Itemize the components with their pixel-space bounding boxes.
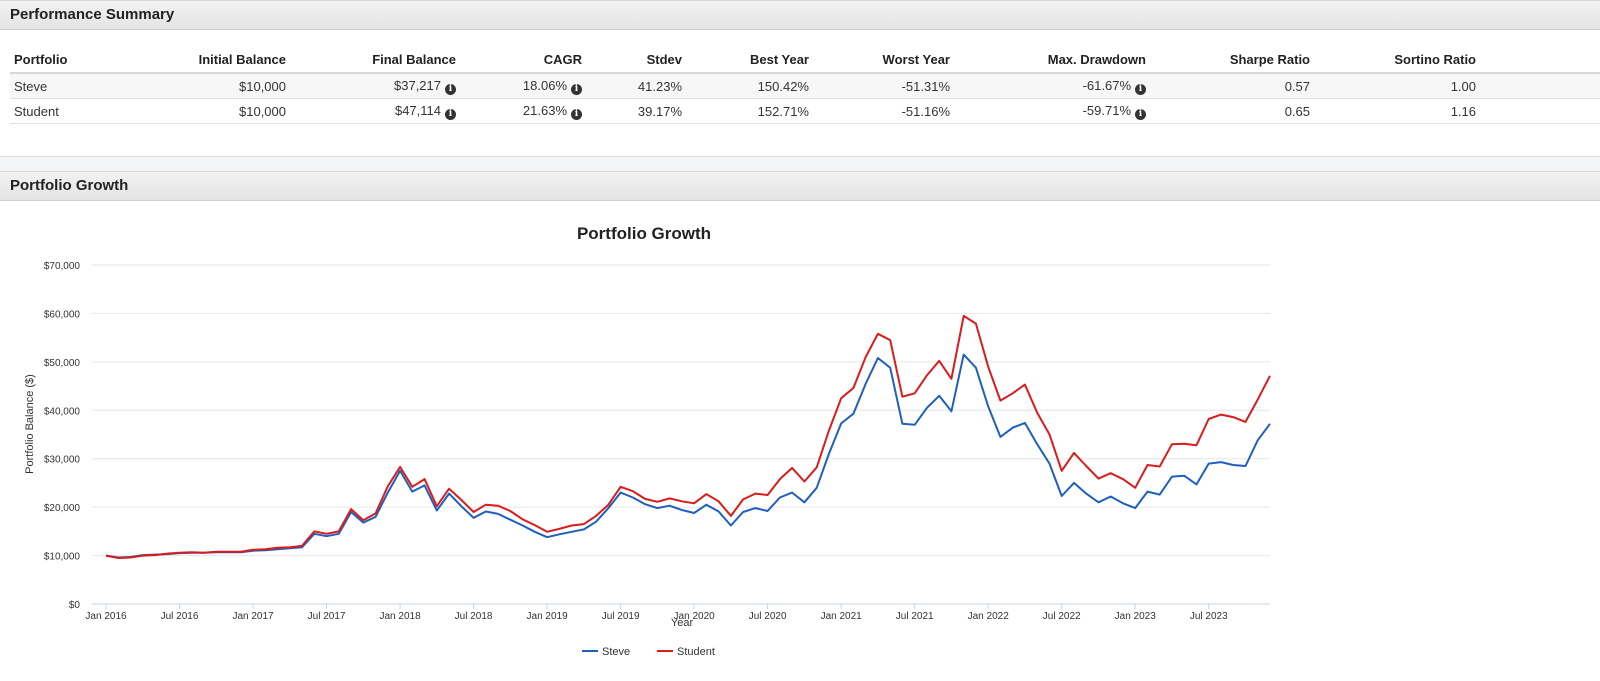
info-icon[interactable]: i [445, 83, 456, 95]
row-spacer [1480, 73, 1600, 99]
info-icon[interactable]: i [571, 83, 582, 95]
info-icon[interactable]: i [1135, 83, 1146, 95]
y-axis-ticks: $0 $10,000 $20,000 $30,000 $40,000 $50,000 $60… [44, 261, 81, 611]
stdev: 39.17% [586, 98, 686, 124]
y-tick-label: $30,000 [44, 455, 81, 466]
col-initial-balance: Initial Balance [132, 46, 290, 74]
x-tick-label: Jul 2016 [161, 611, 199, 622]
series-line-steve [105, 353, 1271, 559]
best-year: 152.71% [686, 98, 813, 124]
info-icon[interactable]: i [571, 108, 582, 120]
y-axis-label: Portfolio Balance ($) [24, 374, 36, 474]
portfolio-growth-chart: $0 $10,000 $20,000 $30,000 $40,000 $50,000 $60… [24, 224, 1271, 658]
best-year: 150.42% [686, 73, 813, 99]
portfolio-growth-header: Portfolio Growth [0, 171, 1600, 201]
col-best-year: Best Year [686, 46, 813, 74]
x-tick-label: Jul 2019 [602, 611, 640, 622]
y-tick-label: $50,000 [44, 358, 81, 369]
x-axis-ticks: Jan 2016 Jul 2016 Jan 2017 Jul 2017 Jan 2018… [85, 604, 1228, 622]
final-balance-cell: $47,114 i [290, 98, 460, 124]
sharpe-ratio: 0.57 [1150, 73, 1314, 99]
x-tick-label: Jan 2016 [85, 611, 127, 622]
performance-summary-header: Performance Summary [0, 0, 1600, 30]
row-spacer [1480, 98, 1600, 124]
y-tick-label: $0 [69, 600, 81, 611]
performance-table: Portfolio Initial Balance Final Balance … [10, 46, 1600, 124]
col-worst-year: Worst Year [813, 46, 954, 74]
x-tick-label: Jan 2023 [1115, 611, 1157, 622]
col-sortino-ratio: Sortino Ratio [1314, 46, 1480, 74]
y-tick-label: $60,000 [44, 309, 81, 320]
table-header-row: Portfolio Initial Balance Final Balance … [10, 46, 1600, 74]
sortino-ratio: 1.00 [1314, 73, 1480, 99]
final-balance: $47,114 [394, 102, 441, 118]
x-tick-label: Jan 2021 [821, 611, 863, 622]
legend: Steve Student [582, 646, 715, 658]
max-drawdown: -61.67% [1082, 77, 1131, 93]
max-drawdown: -59.71% [1082, 102, 1131, 118]
sortino-ratio: 1.16 [1314, 98, 1480, 124]
table-row: Steve $10,000 $37,217 i 18.06% i 41.23% 15… [10, 73, 1600, 99]
legend-label-student: Student [677, 646, 715, 658]
portfolio-growth-title: Portfolio Growth [10, 177, 129, 194]
x-tick-label: Jul 2017 [308, 611, 346, 622]
cagr: 18.06% [522, 77, 567, 93]
portfolio-name: Steve [10, 73, 132, 99]
worst-year: -51.16% [813, 98, 954, 124]
info-icon[interactable]: i [1135, 108, 1146, 120]
x-tick-label: Jan 2022 [968, 611, 1010, 622]
drawdown-cell: -59.71% i [954, 98, 1150, 124]
performance-summary-title: Performance Summary [10, 6, 175, 23]
info-icon[interactable]: i [445, 108, 456, 120]
stdev: 41.23% [586, 73, 686, 99]
legend-label-steve: Steve [602, 646, 630, 658]
y-tick-label: $40,000 [44, 406, 81, 417]
x-tick-label: Jul 2022 [1043, 611, 1081, 622]
table-row: Student $10,000 $47,114 i 21.63% i 39.17% … [10, 98, 1600, 124]
y-tick-label: $10,000 [44, 552, 81, 563]
cagr: 21.63% [522, 102, 567, 118]
portfolio-name: Student [10, 98, 132, 124]
chart-title: Portfolio Growth [577, 224, 711, 243]
col-portfolio: Portfolio [10, 46, 132, 74]
x-tick-label: Jul 2018 [455, 611, 493, 622]
y-tick-label: $20,000 [44, 503, 81, 514]
col-cagr: CAGR [460, 46, 586, 74]
x-axis-label: Year [671, 617, 694, 629]
y-tick-label: $70,000 [44, 261, 81, 272]
cagr-cell: 18.06% i [460, 73, 586, 99]
cagr-cell: 21.63% i [460, 98, 586, 124]
x-tick-label: Jul 2021 [896, 611, 934, 622]
initial-balance: $10,000 [132, 73, 290, 99]
col-stdev: Stdev [586, 46, 686, 74]
section-divider [0, 156, 1600, 172]
initial-balance: $10,000 [132, 98, 290, 124]
x-tick-label: Jan 2020 [674, 611, 716, 622]
col-spacer [1480, 46, 1600, 74]
gridlines [92, 264, 1270, 605]
x-tick-label: Jul 2020 [749, 611, 787, 622]
col-max-drawdown: Max. Drawdown [954, 46, 1150, 74]
final-balance: $37,217 [394, 77, 441, 93]
x-tick-label: Jul 2023 [1190, 611, 1228, 622]
final-balance-cell: $37,217 i [290, 73, 460, 99]
drawdown-cell: -61.67% i [954, 73, 1150, 99]
x-tick-label: Jan 2017 [232, 611, 274, 622]
series-line-student [105, 314, 1271, 559]
col-sharpe-ratio: Sharpe Ratio [1150, 46, 1314, 74]
x-tick-label: Jan 2018 [379, 611, 421, 622]
col-final-balance: Final Balance [290, 46, 460, 74]
worst-year: -51.31% [813, 73, 954, 99]
series-lines [105, 314, 1271, 559]
x-tick-label: Jan 2019 [527, 611, 569, 622]
sharpe-ratio: 0.65 [1150, 98, 1314, 124]
